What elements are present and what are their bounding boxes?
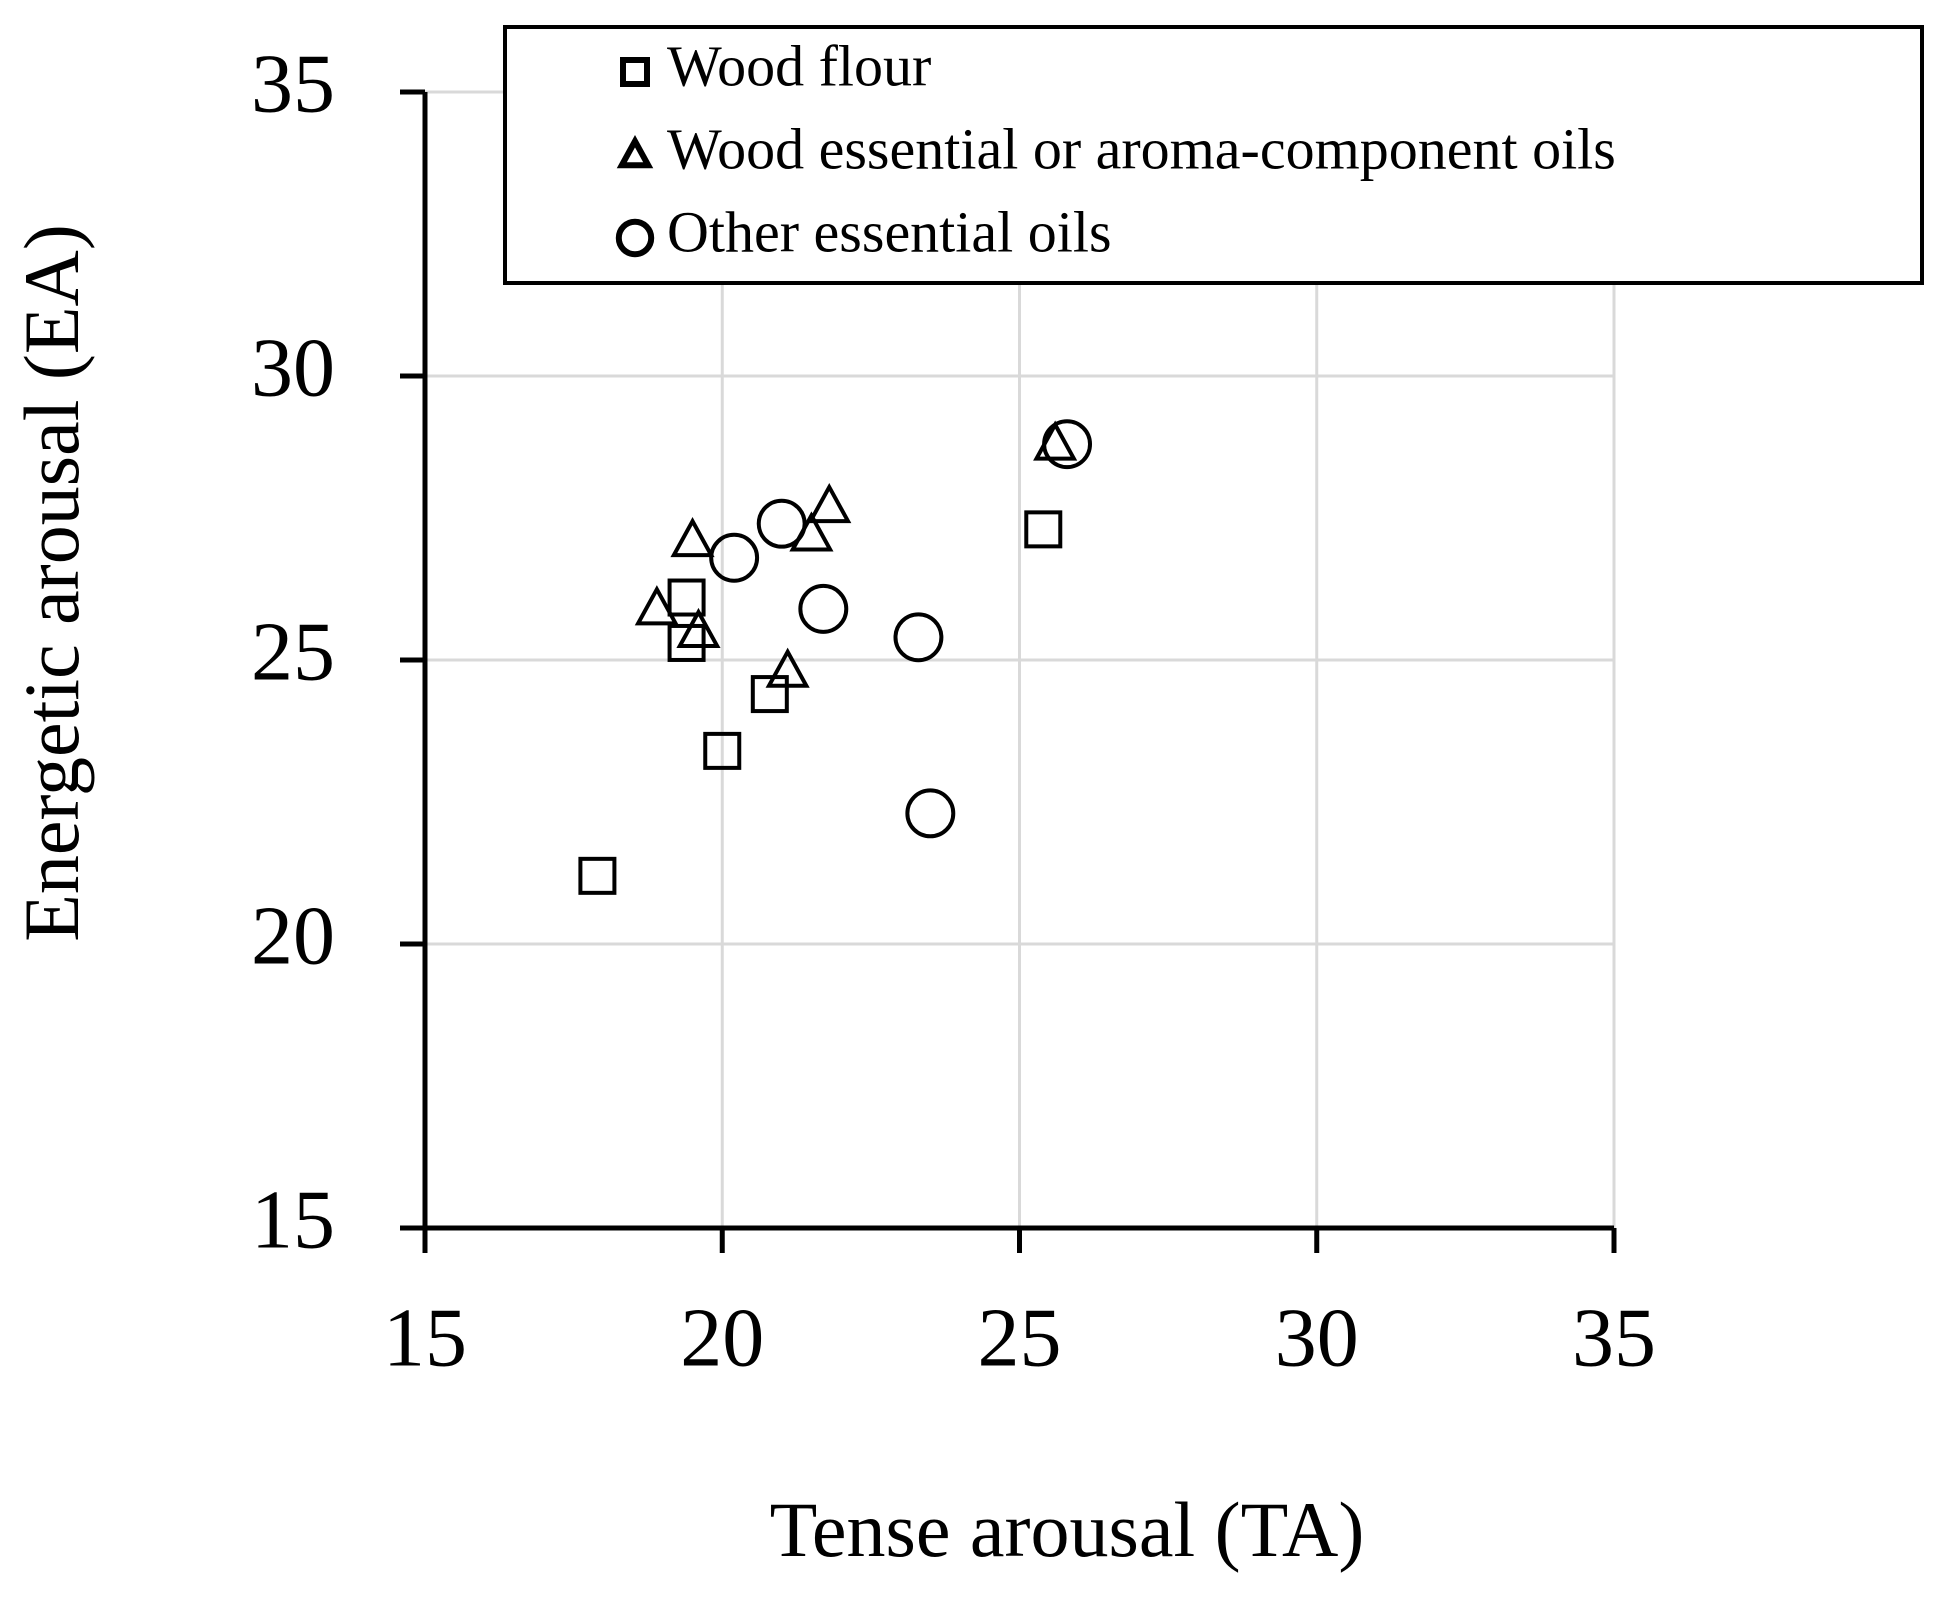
- legend-label: Other essential oils: [667, 199, 1112, 264]
- point: [703, 731, 742, 770]
- point: [1024, 510, 1063, 549]
- y-tick-label: 25: [251, 605, 335, 698]
- legend-marker: [616, 134, 654, 169]
- point: [676, 607, 721, 649]
- point: [765, 647, 810, 688]
- point: [1033, 420, 1078, 461]
- point: [807, 482, 852, 524]
- point: [709, 532, 760, 583]
- x-tick-label: 30: [1275, 1291, 1359, 1384]
- point: [756, 498, 807, 549]
- legend-marker: [615, 218, 655, 258]
- x-tick-label: 35: [1572, 1291, 1656, 1384]
- y-tick-label: 30: [251, 321, 335, 414]
- point: [634, 585, 679, 626]
- x-tick-label: 25: [978, 1291, 1062, 1384]
- point: [670, 517, 715, 558]
- point: [1042, 419, 1093, 470]
- legend-marker: [620, 57, 650, 87]
- point: [798, 583, 849, 634]
- y-axis-title: Energetic arousal (EA): [8, 224, 95, 942]
- y-tick-label: 35: [251, 37, 335, 130]
- y-tick-label: 15: [251, 1173, 335, 1266]
- point: [578, 856, 617, 895]
- point: [667, 623, 706, 662]
- y-tick-label: 20: [251, 889, 335, 982]
- legend-box: [503, 25, 1924, 285]
- point: [750, 675, 789, 714]
- x-tick-label: 15: [383, 1291, 467, 1384]
- x-tick-label: 20: [680, 1291, 764, 1384]
- x-axis-title: Tense arousal (TA): [770, 1486, 1365, 1573]
- legend-label: Wood flour: [667, 33, 931, 98]
- point: [905, 788, 956, 839]
- legend-label: Wood essential or aroma-component oils: [667, 116, 1616, 181]
- point: [893, 612, 944, 663]
- point: [667, 578, 706, 617]
